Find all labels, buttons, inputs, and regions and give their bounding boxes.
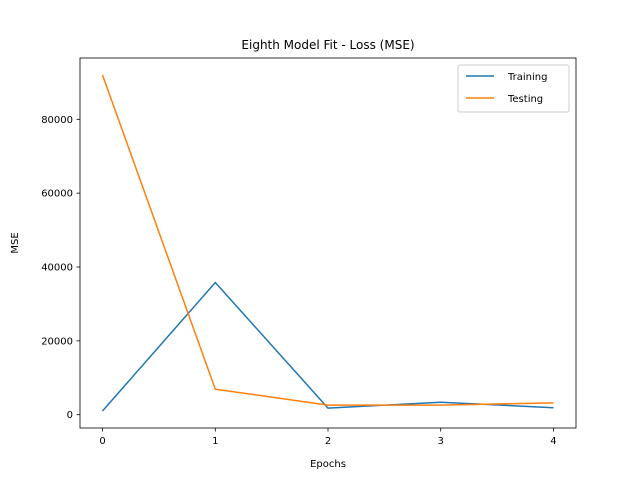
series-line-testing	[101, 74, 554, 406]
x-tick-label: 2	[325, 436, 331, 447]
series-layer	[101, 74, 554, 412]
legend: Training Testing	[457, 64, 570, 113]
x-axis-label: Epochs	[310, 459, 346, 470]
y-tick-label: 0	[67, 410, 73, 421]
x-tick-label: 3	[438, 436, 444, 447]
legend-label-training: Training	[507, 72, 547, 83]
series-line-training	[101, 281, 554, 412]
x-tick-label: 0	[99, 436, 105, 447]
ticks-layer: 0 1 2 3 4 0 20000 40000 60000 80000	[41, 115, 556, 447]
x-tick-label: 1	[212, 436, 218, 447]
chart-title: Eighth Model Fit - Loss (MSE)	[241, 38, 414, 52]
legend-label-testing: Testing	[507, 94, 543, 105]
y-axis-label: MSE	[10, 232, 21, 253]
y-tick-label: 40000	[41, 263, 73, 274]
y-tick-label: 80000	[41, 115, 73, 126]
plot-frame	[79, 57, 577, 429]
y-tick-label: 20000	[41, 336, 73, 347]
y-tick-label: 60000	[41, 189, 73, 200]
x-tick-label: 4	[550, 436, 556, 447]
